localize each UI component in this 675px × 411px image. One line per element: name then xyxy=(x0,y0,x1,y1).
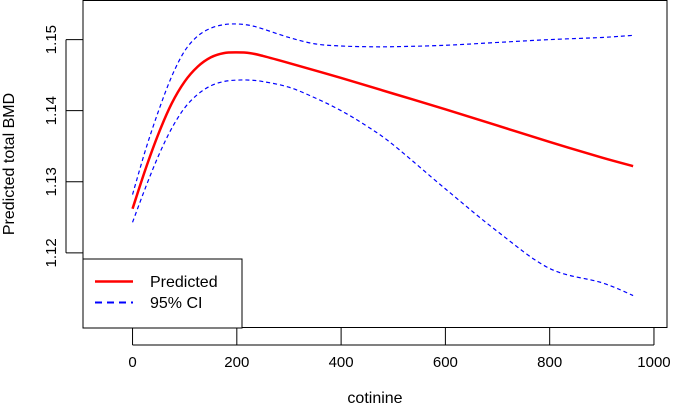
series-ci-upper-line xyxy=(131,23,634,195)
legend-box xyxy=(82,258,243,329)
x-tick-label: 400 xyxy=(329,354,354,371)
x-tick-label: 0 xyxy=(128,354,136,371)
x-tick-label: 800 xyxy=(537,354,562,371)
y-axis-title: Predicted total BMD xyxy=(1,93,18,235)
x-axis-title: cotinine xyxy=(347,390,402,407)
x-tick-label: 200 xyxy=(224,354,249,371)
plot-box xyxy=(82,0,668,328)
series-predicted-line xyxy=(131,51,634,210)
x-axis: 0 200 400 600 800 1000 xyxy=(128,328,671,371)
legend: Predicted 95% CI xyxy=(82,258,243,329)
y-tick-label: 1.15 xyxy=(43,25,60,54)
series-layer xyxy=(131,23,634,297)
y-tick-label: 1.12 xyxy=(43,238,60,267)
y-axis: 1.12 1.13 1.14 1.15 xyxy=(43,25,83,267)
y-tick-label: 1.14 xyxy=(43,96,60,125)
legend-ci-label: 95% CI xyxy=(150,295,202,312)
y-tick-label: 1.13 xyxy=(43,167,60,196)
x-tick-label: 1000 xyxy=(637,354,670,371)
legend-predicted-label: Predicted xyxy=(150,274,218,291)
x-tick-label: 600 xyxy=(433,354,458,371)
